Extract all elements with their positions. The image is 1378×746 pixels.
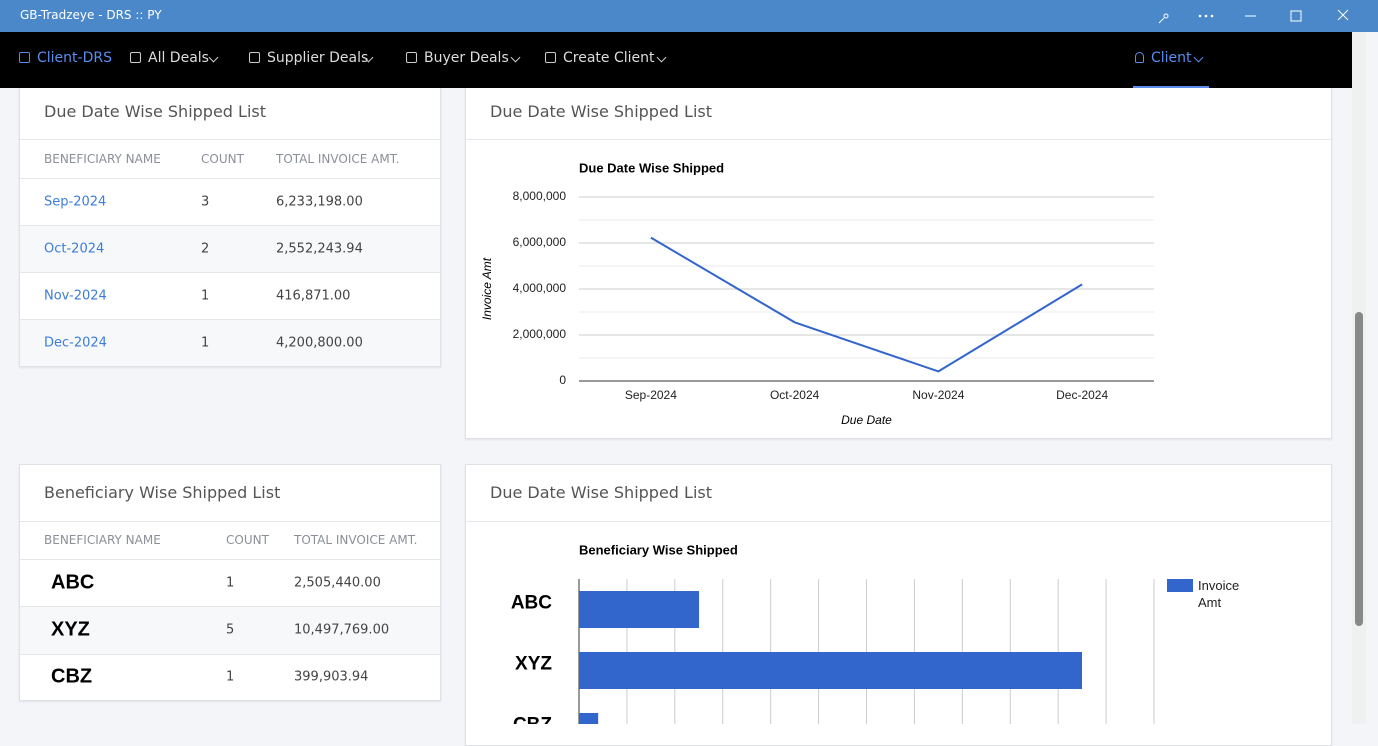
panel-title: Beneficiary Wise Shipped List [44,483,281,502]
table-cell: XYZ [51,618,90,641]
panel-header [20,465,440,522]
table-cell[interactable]: Nov-2024 [44,288,107,303]
caret [1193,52,1204,63]
nav-item[interactable]: Supplier Deals [267,50,369,66]
table-cell[interactable]: Sep-2024 [44,194,107,209]
nav-icon [406,52,417,63]
title-bar: GB-Tradzeye - DRS :: PY [0,0,1378,32]
table-row [20,319,440,366]
panel-title: Due Date Wise Shipped List [490,483,713,502]
table-cell[interactable]: Oct-2024 [44,241,105,256]
table-row [20,272,440,320]
panel: Beneficiary Wise Shipped List BENEFICIARY… [19,464,441,701]
table-row [20,225,440,273]
user-underline [1133,86,1209,88]
table-cell: ABC [51,571,95,594]
nav-item[interactable]: All Deals [148,50,209,66]
table-cell: 1 [201,335,210,350]
table-cell: 5 [226,622,235,638]
nav-icon [545,52,556,63]
table-header: COUNT [226,533,269,547]
nav-icon [19,52,30,63]
table-header: TOTAL INVOICE AMT. [276,151,400,166]
panel-title: Due Date Wise Shipped List [44,102,267,121]
table-row [20,653,440,700]
table-header: TOTAL INVOICE AMT. [294,533,418,547]
nav-user[interactable]: Client [1151,50,1192,66]
window-title: GB-Tradzeye - DRS :: PY [20,8,162,22]
table-cell: 2,505,440.00 [294,575,381,591]
nav-item[interactable]: Create Client [563,50,655,66]
caret [656,52,667,63]
user-icon [1135,52,1144,63]
window-controls[interactable] [1150,0,1378,32]
panel-header [20,85,440,140]
nav-item[interactable]: Buyer Deals [424,50,509,66]
panel-header [466,465,1331,522]
nav-icon [249,52,260,63]
table-cell[interactable]: Dec-2024 [44,335,107,350]
nav-icon [130,52,141,63]
scroll-thumb[interactable] [1355,312,1363,626]
table-row [20,178,440,226]
panel-title: Due Date Wise Shipped List [490,102,713,121]
scrollbar[interactable] [1352,32,1366,724]
legend-label: Invoice Amt [1198,578,1240,610]
table-cell: CBZ [51,665,93,688]
table-header: COUNT [201,151,244,166]
caret [510,52,521,63]
caret [208,52,219,63]
table-cell: 416,871.00 [276,288,351,303]
table-cell: 6,233,198.00 [276,194,363,209]
table-cell: 2,552,243.94 [276,241,363,256]
table-row [20,606,440,655]
table-row [20,559,440,608]
table-cell: 399,903.94 [294,669,369,685]
nav-item[interactable]: Client-DRS [37,50,112,66]
table-cell: 10,497,769.00 [294,622,390,638]
panel: Due Date Wise Shipped List [465,464,1332,746]
table-cell: 4,200,800.00 [276,335,363,350]
table-cell: 1 [226,669,235,685]
table-cell: 3 [201,194,210,209]
panel-header [466,85,1331,140]
panel: Due Date Wise Shipped List BENEFICIARY NA… [19,84,441,367]
panel: Due Date Wise Shipped List [465,84,1332,439]
table-header: BENEFICIARY NAME [44,151,161,166]
table-header: BENEFICIARY NAME [44,533,161,547]
nav-bar: Client-DRS All Deals Supplier Deals Buyer D… [0,32,1352,88]
table-cell: 1 [226,575,235,591]
table-cell: 2 [201,241,210,256]
table-cell: 1 [201,288,210,303]
